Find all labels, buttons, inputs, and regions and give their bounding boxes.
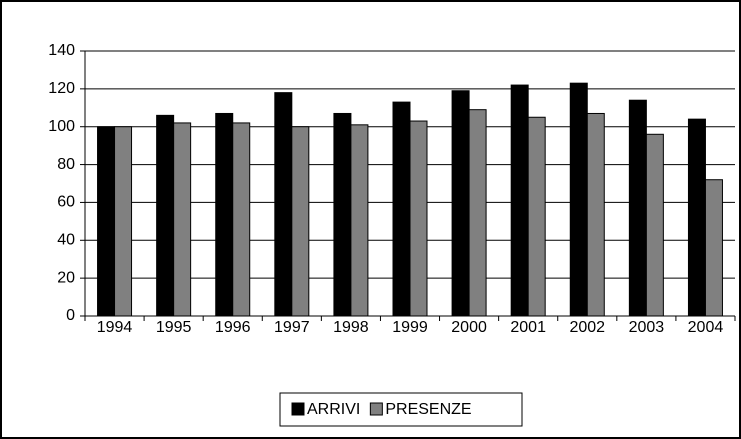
bar [274,92,293,317]
y-tick-label: 60 [57,194,75,211]
bar [333,112,352,317]
x-tick-label: 2000 [451,319,487,336]
bar [586,112,605,317]
x-tick-label: 1997 [274,319,310,336]
x-tick-label: 1996 [215,319,251,336]
bar [114,126,133,317]
bar [704,179,723,317]
bar [173,122,192,317]
legend-label: PRESENZE [385,401,471,418]
y-tick-label: 20 [57,269,75,286]
legend-swatch [369,402,383,416]
bar [291,126,310,317]
x-tick-label: 1999 [392,319,428,336]
bar [687,118,706,317]
y-tick-label: 140 [48,42,75,59]
y-tick-label: 120 [48,80,75,97]
legend-label: ARRIVI [307,401,360,418]
bar [468,109,487,317]
x-tick-label: 2002 [569,319,605,336]
legend-box [279,392,523,427]
x-tick-label: 2004 [688,319,724,336]
y-tick-label: 80 [57,156,75,173]
x-tick-label: 1995 [156,319,192,336]
bar [350,124,369,317]
bar [527,116,546,317]
bar [628,99,647,317]
bar [569,82,588,317]
bar [232,122,251,317]
bar [97,126,116,317]
legend-swatch [291,402,305,416]
bar [409,120,428,317]
bar [451,90,470,317]
bar [510,84,529,317]
x-tick-label: 2001 [510,319,546,336]
bar [645,133,664,317]
y-tick-label: 40 [57,232,75,249]
x-tick-label: 2003 [629,319,665,336]
x-tick-label: 1998 [333,319,369,336]
bar [156,114,175,317]
y-tick-label: 100 [48,118,75,135]
y-tick-label: 0 [66,307,75,324]
bar [215,112,234,317]
x-tick-label: 1994 [97,319,133,336]
bar [392,101,411,317]
